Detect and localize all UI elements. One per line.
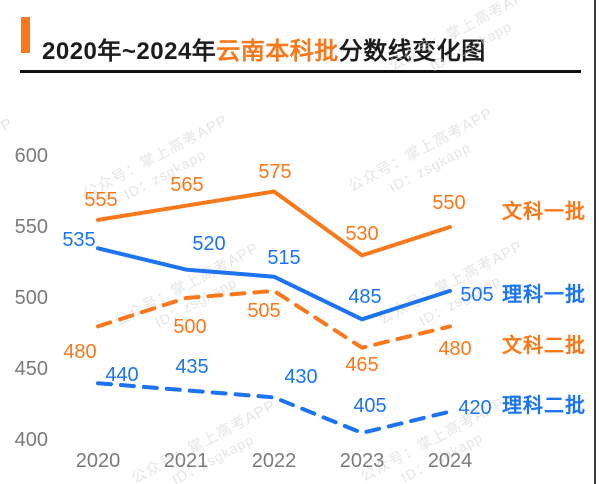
title-prefix: 2020年~2024年: [42, 38, 217, 66]
x-tick: 2022: [251, 450, 297, 472]
title-divider: [20, 70, 581, 73]
series-line-like-erpi: [96, 381, 452, 435]
chart-canvas: [96, 189, 452, 435]
legend-like-yipi: 理科一批: [502, 284, 586, 306]
title-highlight: 云南本科批: [216, 38, 339, 66]
data-label: 480: [63, 341, 97, 363]
data-label: 480: [438, 338, 472, 360]
data-label: 465: [345, 354, 379, 376]
data-label: 515: [267, 247, 301, 269]
legend-wenke-erpi: 文科二批: [502, 335, 586, 357]
legend-like-erpi: 理科二批: [502, 395, 586, 417]
data-label: 440: [105, 364, 139, 386]
data-label: 505: [247, 300, 281, 322]
x-tick: 2020: [75, 450, 121, 472]
data-label: 565: [170, 174, 204, 196]
data-label: 405: [353, 395, 387, 417]
data-label: 520: [192, 233, 226, 255]
data-label: 430: [284, 366, 318, 388]
x-tick: 2024: [427, 450, 473, 472]
data-label: 435: [175, 356, 209, 378]
y-tick: 550: [14, 216, 48, 238]
title-suffix: 分数线变化图: [338, 38, 486, 66]
data-label: 555: [84, 189, 118, 211]
data-label: 485: [348, 286, 382, 308]
data-label: 575: [258, 161, 292, 183]
y-tick: 600: [14, 145, 48, 167]
legend-wenke-yipi: 文科一批: [502, 201, 586, 223]
data-label: 535: [62, 229, 96, 251]
series-line-like-yipi: [96, 246, 452, 322]
data-label: 505: [460, 284, 494, 306]
data-label: 420: [458, 397, 492, 419]
series-line-wenke-yipi: [96, 189, 452, 258]
data-label: 500: [173, 316, 207, 338]
x-tick: 2021: [163, 450, 209, 472]
page-title: 2020年~2024年云南本科批分数线变化图: [42, 38, 486, 66]
y-tick: 450: [14, 358, 48, 380]
y-tick: 500: [14, 287, 48, 309]
y-tick: 400: [14, 429, 48, 451]
window-edge-line: [594, 0, 596, 484]
title-accent-bar: [21, 17, 30, 53]
data-label: 530: [345, 223, 379, 245]
x-tick: 2023: [339, 450, 385, 472]
data-label: 550: [432, 192, 466, 214]
